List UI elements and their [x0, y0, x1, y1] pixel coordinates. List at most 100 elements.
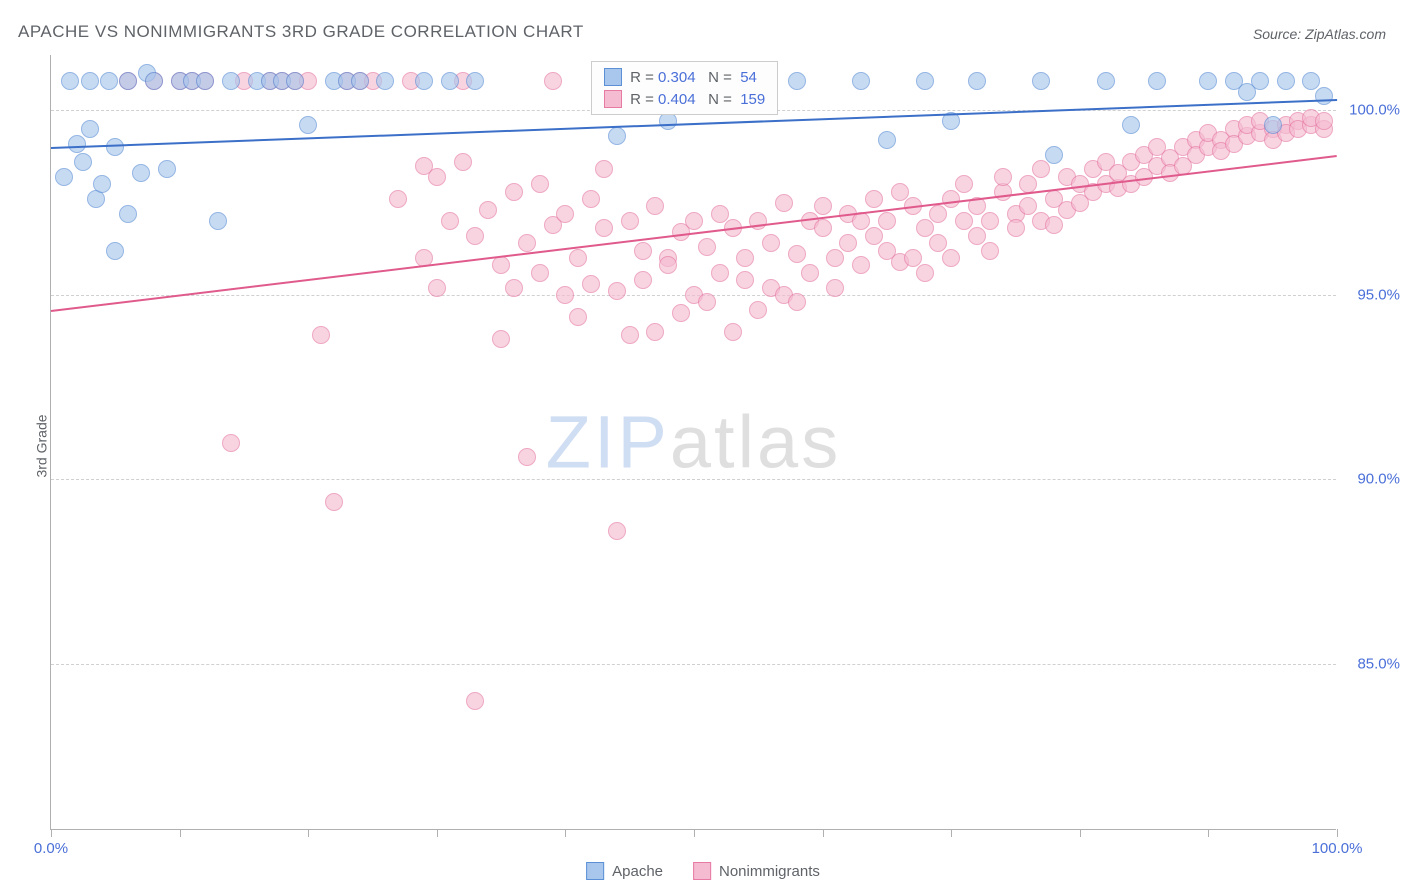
scatter-point: [100, 72, 118, 90]
scatter-point: [1045, 146, 1063, 164]
scatter-point: [325, 493, 343, 511]
scatter-point: [929, 234, 947, 252]
x-tick: [1337, 829, 1338, 837]
scatter-plot-area: ZIPatlas 85.0%90.0%95.0%100.0%0.0%100.0%…: [50, 55, 1336, 830]
scatter-point: [505, 183, 523, 201]
scatter-point: [968, 227, 986, 245]
scatter-point: [698, 238, 716, 256]
scatter-point: [788, 293, 806, 311]
scatter-point: [711, 264, 729, 282]
y-tick-label: 100.0%: [1349, 102, 1400, 119]
scatter-point: [672, 304, 690, 322]
scatter-point: [608, 282, 626, 300]
legend-stat-text: R = 0.404 N = 159: [630, 91, 765, 108]
gridline: [51, 479, 1336, 480]
x-tick: [1080, 829, 1081, 837]
scatter-point: [646, 323, 664, 341]
scatter-point: [621, 326, 639, 344]
x-tick: [951, 829, 952, 837]
y-axis-label: 3rd Grade: [34, 414, 50, 477]
scatter-point: [826, 279, 844, 297]
scatter-point: [145, 72, 163, 90]
scatter-point: [531, 175, 549, 193]
chart-title: APACHE VS NONIMMIGRANTS 3RD GRADE CORREL…: [18, 22, 584, 42]
scatter-point: [299, 116, 317, 134]
scatter-point: [454, 153, 472, 171]
scatter-point: [955, 175, 973, 193]
x-tick: [308, 829, 309, 837]
scatter-point: [788, 72, 806, 90]
scatter-point: [55, 168, 73, 186]
scatter-point: [942, 249, 960, 267]
scatter-point: [209, 212, 227, 230]
watermark: ZIPatlas: [546, 400, 841, 485]
scatter-point: [916, 72, 934, 90]
scatter-point: [569, 308, 587, 326]
scatter-point: [698, 293, 716, 311]
scatter-point: [106, 242, 124, 260]
bottom-legend: ApacheNonimmigrants: [586, 862, 820, 880]
scatter-point: [531, 264, 549, 282]
scatter-point: [955, 212, 973, 230]
scatter-point: [852, 72, 870, 90]
x-tick: [51, 829, 52, 837]
scatter-point: [74, 153, 92, 171]
scatter-point: [1122, 116, 1140, 134]
scatter-point: [428, 279, 446, 297]
scatter-point: [119, 72, 137, 90]
scatter-point: [878, 212, 896, 230]
y-tick-label: 95.0%: [1357, 286, 1400, 303]
scatter-point: [634, 271, 652, 289]
scatter-point: [466, 72, 484, 90]
x-tick: [1208, 829, 1209, 837]
scatter-point: [132, 164, 150, 182]
scatter-point: [466, 692, 484, 710]
scatter-point: [801, 264, 819, 282]
scatter-point: [196, 72, 214, 90]
legend-swatch: [604, 90, 622, 108]
scatter-point: [891, 183, 909, 201]
scatter-point: [1251, 72, 1269, 90]
scatter-point: [106, 138, 124, 156]
scatter-point: [839, 234, 857, 252]
scatter-point: [852, 256, 870, 274]
scatter-point: [119, 205, 137, 223]
scatter-point: [222, 72, 240, 90]
legend-swatch: [586, 862, 604, 880]
scatter-point: [994, 168, 1012, 186]
scatter-point: [68, 135, 86, 153]
scatter-point: [492, 330, 510, 348]
scatter-point: [492, 256, 510, 274]
scatter-point: [736, 249, 754, 267]
scatter-point: [621, 212, 639, 230]
scatter-point: [415, 72, 433, 90]
scatter-point: [929, 205, 947, 223]
scatter-point: [158, 160, 176, 178]
scatter-point: [1148, 72, 1166, 90]
x-tick: [565, 829, 566, 837]
scatter-point: [878, 131, 896, 149]
scatter-point: [646, 197, 664, 215]
scatter-point: [81, 120, 99, 138]
watermark-part-b: atlas: [670, 401, 841, 484]
scatter-point: [441, 72, 459, 90]
legend-swatch: [604, 68, 622, 86]
x-tick: [694, 829, 695, 837]
scatter-point: [634, 242, 652, 260]
source-attribution: Source: ZipAtlas.com: [1253, 26, 1386, 42]
stats-legend-row: R = 0.404 N = 159: [592, 88, 777, 110]
scatter-point: [556, 286, 574, 304]
scatter-point: [814, 197, 832, 215]
scatter-point: [479, 201, 497, 219]
scatter-point: [1007, 219, 1025, 237]
scatter-point: [711, 205, 729, 223]
scatter-point: [865, 227, 883, 245]
stats-legend-row: R = 0.304 N = 54: [592, 66, 777, 88]
scatter-point: [222, 434, 240, 452]
scatter-point: [428, 168, 446, 186]
scatter-point: [93, 175, 111, 193]
scatter-point: [814, 219, 832, 237]
bottom-legend-item: Nonimmigrants: [693, 862, 820, 880]
legend-swatch: [693, 862, 711, 880]
scatter-point: [1277, 72, 1295, 90]
